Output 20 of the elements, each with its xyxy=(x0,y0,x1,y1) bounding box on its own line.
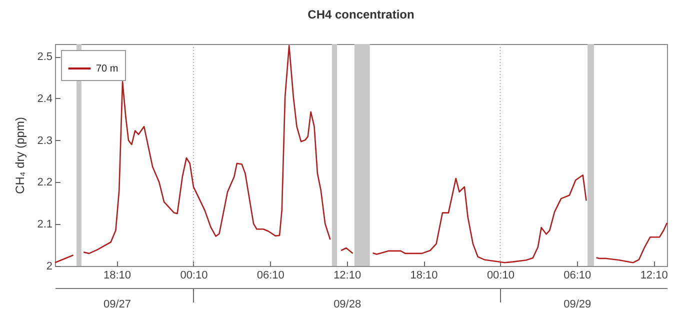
legend-label: 70 m xyxy=(96,64,118,74)
x2-tick-label: 09/27 xyxy=(104,298,132,310)
x-tick-label: 12:10 xyxy=(334,270,362,282)
x-tick-label: 00:10 xyxy=(486,270,514,282)
y-tick-label: 2.1 xyxy=(37,218,52,231)
y-tick-label: 2.4 xyxy=(37,92,52,105)
y-tick-label: 2.3 xyxy=(37,134,52,147)
x-tick-label: 00:10 xyxy=(180,270,208,282)
y-axis-title: CH₄ dry (ppm) xyxy=(13,117,28,194)
y-tick-label: 2.5 xyxy=(37,51,52,64)
x-tick-label: 18:10 xyxy=(104,270,132,282)
x-tick-label: 18:10 xyxy=(410,270,438,282)
x-tick-label: 06:10 xyxy=(256,270,284,282)
y-tick-label: 2 xyxy=(46,260,52,272)
x-tick-label: 12:10 xyxy=(640,270,668,282)
chart-title: CH4 concentration xyxy=(308,8,414,22)
x2-tick-label: 09/28 xyxy=(334,298,362,310)
x-tick-label: 06:10 xyxy=(564,270,592,282)
y-tick-label: 2.2 xyxy=(37,176,52,189)
x2-tick-label: 09/29 xyxy=(564,298,592,310)
